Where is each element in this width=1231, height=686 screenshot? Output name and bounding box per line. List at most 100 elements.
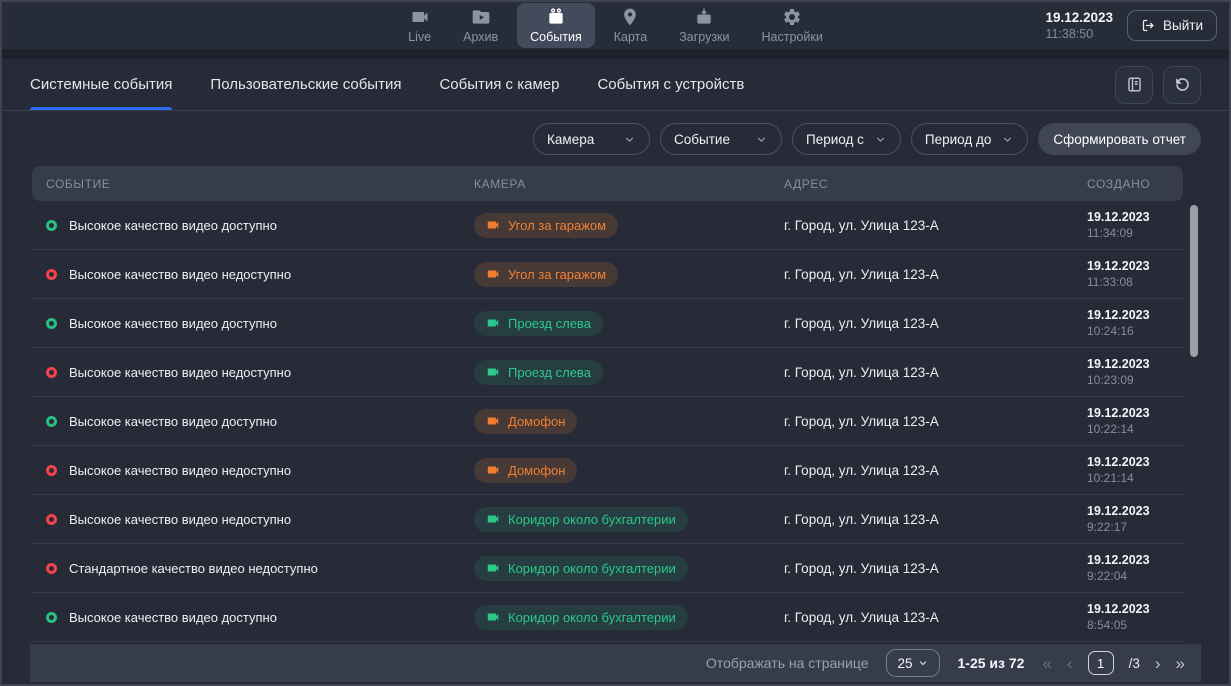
camera-filter-dropdown[interactable]: Камера: [533, 123, 651, 155]
chevron-down-icon: [1004, 136, 1012, 142]
column-header-event: СОБЫТИЕ: [46, 176, 111, 191]
video-camera-icon: [487, 221, 499, 229]
nav-item-events[interactable]: События: [517, 3, 595, 48]
generate-report-button[interactable]: Сформировать отчет: [1038, 123, 1201, 155]
column-header-created: СОЗДАНО: [1087, 176, 1151, 191]
table-row[interactable]: Высокое качество видео доступно Домофон …: [32, 397, 1183, 446]
video-camera-icon: [487, 368, 499, 376]
address-cell: г. Город, ул. Улица 123-А: [784, 511, 939, 527]
table-row[interactable]: Высокое качество видео недоступно Проезд…: [32, 348, 1183, 397]
table-row[interactable]: Высокое качество видео недоступно Угол з…: [32, 250, 1183, 299]
created-cell: 19.12.2023 9:22:17: [1087, 504, 1183, 534]
event-text: Высокое качество видео доступно: [69, 315, 277, 331]
created-date: 19.12.2023: [1087, 406, 1150, 420]
tab-user-events[interactable]: Пользовательские события: [210, 76, 402, 93]
table-row[interactable]: Высокое качество видео доступно Проезд с…: [32, 299, 1183, 348]
camera-badge[interactable]: Проезд слева: [474, 310, 603, 336]
nav-item-settings[interactable]: Настройки: [749, 3, 836, 48]
camera-badge[interactable]: Угол за гаражом: [474, 261, 619, 287]
table-row[interactable]: Высокое качество видео недоступно Домофо…: [32, 446, 1183, 495]
first-page-button[interactable]: «: [1042, 653, 1052, 673]
event-cell: Высокое качество видео доступно: [46, 610, 474, 625]
created-time: 10:22:14: [1087, 422, 1134, 436]
camera-name: Коридор около бухгалтерии: [508, 560, 676, 576]
created-cell: 19.12.2023 10:21:14: [1087, 455, 1183, 485]
event-text: Высокое качество видео недоступно: [69, 511, 292, 527]
downloads-icon: [697, 8, 712, 24]
nav-item-live[interactable]: Live: [395, 3, 444, 48]
video-camera-icon: [412, 12, 428, 22]
camera-badge[interactable]: Домофон: [474, 408, 578, 434]
camera-cell: Проезд слева: [474, 359, 784, 385]
report-journal-button[interactable]: [1115, 65, 1153, 104]
camera-cell: Коридор около бухгалтерии: [474, 604, 784, 630]
nav-item-archive[interactable]: Архив: [450, 3, 511, 48]
created-cell: 19.12.2023 9:22:04: [1087, 553, 1183, 583]
filter-row: Камера Событие Период с Период до Сформи…: [2, 111, 1229, 166]
tab-camera-events[interactable]: События с камер: [439, 76, 560, 93]
events-panel: Системные события Пользовательские событ…: [2, 59, 1229, 684]
column-header-camera: КАМЕРА: [474, 176, 526, 191]
created-date: 19.12.2023: [1087, 210, 1150, 224]
event-text: Высокое качество видео доступно: [69, 609, 277, 625]
per-page-select[interactable]: 25: [886, 649, 940, 677]
address-cell: г. Город, ул. Улица 123-А: [784, 560, 939, 576]
current-datetime: 19.12.2023 11:38:50: [1045, 9, 1113, 43]
event-cell: Высокое качество видео недоступно: [46, 267, 474, 282]
camera-name: Угол за гаражом: [508, 217, 607, 233]
camera-badge[interactable]: Угол за гаражом: [474, 212, 619, 238]
table-row[interactable]: Высокое качество видео недоступно Коридо…: [32, 495, 1183, 544]
tab-system-events[interactable]: Системные события: [30, 59, 173, 110]
camera-name: Угол за гаражом: [508, 266, 607, 282]
camera-badge[interactable]: Коридор около бухгалтерии: [474, 506, 688, 532]
camera-badge[interactable]: Коридор около бухгалтерии: [474, 604, 688, 630]
tab-device-events[interactable]: События с устройств: [597, 76, 745, 93]
camera-name: Коридор около бухгалтерии: [508, 511, 676, 527]
topbar-right: 19.12.2023 11:38:50 Выйти: [1045, 2, 1217, 49]
nav-item-downloads[interactable]: Загрузки: [666, 3, 742, 48]
camera-cell: Домофон: [474, 457, 784, 483]
journal-icon: [1127, 77, 1141, 92]
video-camera-icon: [487, 270, 499, 278]
nav-item-map[interactable]: Карта: [601, 3, 660, 48]
table-scrollbar-thumb[interactable]: [1190, 205, 1198, 357]
created-date: 19.12.2023: [1087, 357, 1150, 371]
last-page-button[interactable]: »: [1175, 653, 1185, 673]
events-table: СОБЫТИЕ КАМЕРА АДРЕС СОЗДАНО Высокое кач…: [32, 166, 1183, 644]
event-status-icon: [46, 611, 57, 623]
chevron-down-icon: [625, 136, 634, 142]
table-body: Высокое качество видео доступно Угол за …: [32, 201, 1183, 642]
video-camera-icon: [487, 466, 499, 474]
tabs-row: Системные события Пользовательские событ…: [2, 59, 1229, 111]
event-text: Высокое качество видео недоступно: [69, 266, 292, 282]
event-text: Высокое качество видео доступно: [69, 413, 277, 429]
period-from-dropdown[interactable]: Период с: [792, 123, 901, 155]
address-cell: г. Город, ул. Улица 123-А: [784, 315, 939, 331]
address-cell: г. Город, ул. Улица 123-А: [784, 364, 939, 380]
created-cell: 19.12.2023 10:24:16: [1087, 308, 1183, 338]
table-row[interactable]: Стандартное качество видео недоступно Ко…: [32, 544, 1183, 593]
camera-badge[interactable]: Проезд слева: [474, 359, 603, 385]
refresh-button[interactable]: [1163, 65, 1201, 104]
camera-cell: Угол за гаражом: [474, 212, 784, 238]
logout-label: Выйти: [1163, 18, 1203, 33]
camera-badge[interactable]: Коридор около бухгалтерии: [474, 555, 688, 581]
camera-badge[interactable]: Домофон: [474, 457, 578, 483]
event-filter-dropdown[interactable]: Событие: [660, 123, 783, 155]
current-page-input[interactable]: 1: [1087, 651, 1114, 675]
camera-name: Домофон: [508, 462, 566, 478]
camera-cell: Коридор около бухгалтерии: [474, 506, 784, 532]
period-to-dropdown[interactable]: Период до: [910, 123, 1029, 155]
table-row[interactable]: Высокое качество видео доступно Коридор …: [32, 593, 1183, 642]
event-status-icon: [46, 268, 57, 280]
next-page-button[interactable]: ›: [1154, 653, 1161, 673]
event-status-icon: [46, 415, 57, 427]
prev-page-button[interactable]: ‹: [1066, 653, 1073, 673]
nav-label: Карта: [613, 30, 648, 44]
top-navigation-bar: Live Архив События Карта Загрузки Настро…: [2, 2, 1229, 49]
table-row[interactable]: Высокое качество видео доступно Угол за …: [32, 201, 1183, 250]
logout-button[interactable]: Выйти: [1127, 10, 1217, 41]
event-cell: Высокое качество видео недоступно: [46, 365, 474, 380]
event-status-icon: [46, 317, 57, 329]
